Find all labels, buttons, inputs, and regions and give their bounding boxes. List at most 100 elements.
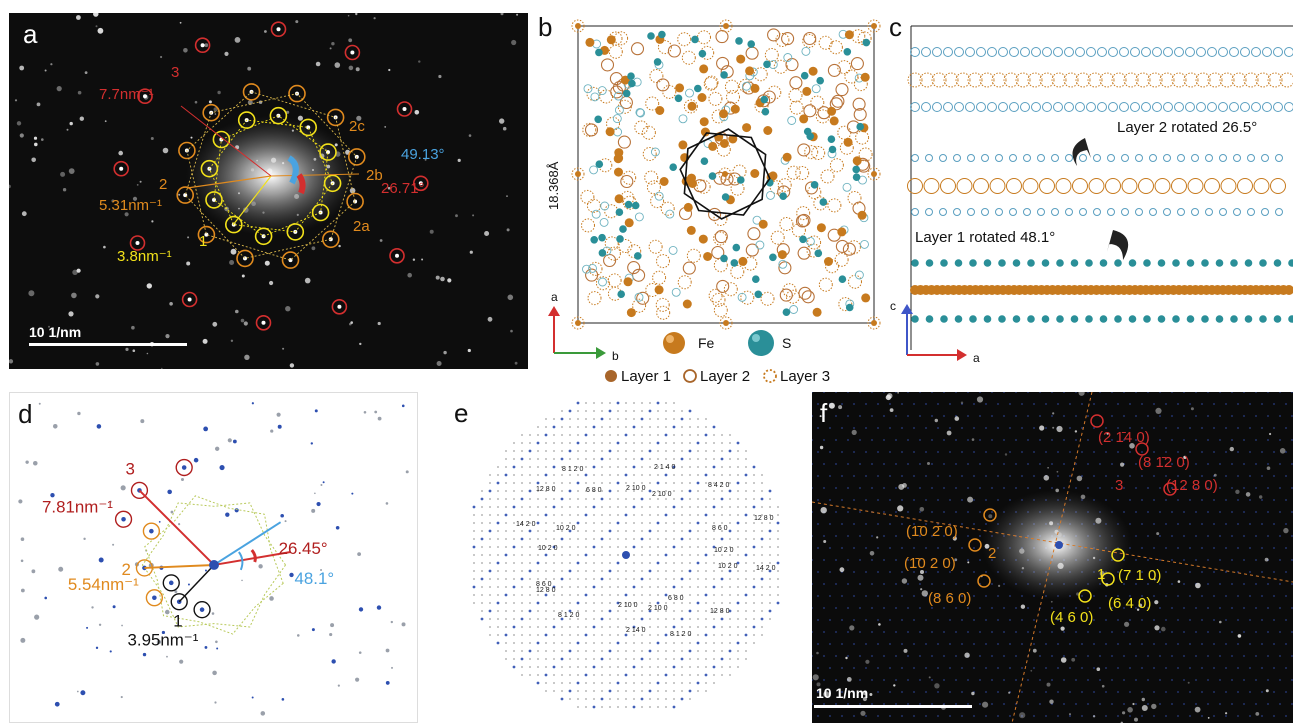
lattice-point <box>680 617 684 621</box>
lattice-point <box>728 489 732 493</box>
axis-b-arrowhead <box>596 347 606 359</box>
simulated-spot <box>376 605 382 610</box>
sulfur-outline <box>650 147 660 157</box>
diffraction-spot <box>187 297 192 302</box>
sulfur-outline <box>654 191 664 201</box>
lattice-point <box>1069 427 1071 429</box>
fe-atom-layer2 <box>1204 178 1220 194</box>
diffraction-spot <box>1101 684 1105 688</box>
central-spot <box>622 551 630 559</box>
lattice-point <box>949 547 951 549</box>
simulated-spot <box>405 470 409 474</box>
lattice-point <box>1267 607 1269 609</box>
diffraction-spot <box>243 321 248 326</box>
lattice-point <box>1243 415 1245 417</box>
lattice-point <box>1183 607 1185 609</box>
corner-atom <box>723 320 729 326</box>
lattice-point <box>761 546 763 548</box>
layer3-atom <box>711 292 726 307</box>
lattice-point <box>1189 403 1191 405</box>
lattice-point <box>640 537 644 541</box>
layer2-atom <box>852 97 866 111</box>
lattice-point <box>537 634 539 636</box>
lattice-point <box>979 487 981 489</box>
lattice-point <box>1285 715 1287 717</box>
s-atom-layer1 <box>998 259 1006 267</box>
lattice-point <box>529 602 531 604</box>
simulated-spot <box>203 426 209 432</box>
lattice-point <box>1165 715 1167 717</box>
lattice-point <box>1081 643 1083 645</box>
lattice-point <box>925 403 927 405</box>
lattice-point <box>568 609 572 613</box>
lattice-point <box>901 547 903 549</box>
lattice-point <box>1267 487 1269 489</box>
lattice-point <box>569 586 571 588</box>
lattice-point <box>901 451 903 453</box>
simulated-spot <box>215 640 218 644</box>
lattice-point <box>1189 547 1191 549</box>
lattice-point <box>877 619 879 621</box>
simulated-spot <box>140 419 145 424</box>
lattice-point <box>1141 667 1143 669</box>
lattice-point <box>913 619 915 621</box>
diffraction-spot <box>395 253 399 258</box>
ring2-label: 2 <box>159 176 167 193</box>
lattice-point <box>1159 703 1161 705</box>
lattice-point <box>1249 523 1251 525</box>
lattice-point <box>889 427 891 429</box>
lattice-point <box>553 514 555 516</box>
lattice-point <box>955 583 957 585</box>
lattice-point <box>1009 667 1011 669</box>
lattice-point <box>1183 535 1185 537</box>
lattice-point <box>889 475 891 477</box>
lattice-point <box>552 545 556 549</box>
diffraction-spot <box>484 231 490 236</box>
ring3-vector <box>138 489 215 566</box>
diffraction-spot <box>68 311 74 317</box>
lattice-point <box>641 666 643 668</box>
simulated-spot <box>320 484 323 487</box>
layer2-atom <box>779 288 793 302</box>
fe-atom-layer2 <box>1187 178 1204 194</box>
lattice-point <box>1243 463 1245 465</box>
lattice-point <box>883 655 885 657</box>
lattice-point <box>931 535 933 537</box>
lattice-point <box>1231 559 1233 561</box>
lattice-point <box>617 698 619 700</box>
lattice-point <box>1207 583 1209 585</box>
lattice-point <box>817 571 819 573</box>
lattice-point <box>1291 679 1293 681</box>
lattice-point <box>713 450 715 452</box>
lattice-point <box>665 690 667 692</box>
lattice-point <box>489 602 491 604</box>
diffraction-spot <box>960 401 964 404</box>
lattice-point <box>585 538 587 540</box>
diffraction-spot <box>516 13 519 16</box>
lattice-point <box>585 570 587 572</box>
lattice-point <box>505 602 507 604</box>
lattice-point <box>609 674 611 676</box>
lattice-point <box>736 521 740 525</box>
simulated-spot <box>314 409 318 413</box>
lattice-point <box>1159 607 1161 609</box>
lattice-point <box>545 618 547 620</box>
lattice-point <box>577 570 579 572</box>
diffraction-spot <box>131 325 135 330</box>
s-atom-layer1 <box>911 259 919 267</box>
diffraction-spot <box>1030 669 1033 672</box>
lattice-point <box>889 451 891 453</box>
lattice-point <box>817 427 819 429</box>
lattice-point <box>1279 583 1281 585</box>
diffraction-spot <box>934 418 938 423</box>
lattice-point <box>1201 475 1203 477</box>
lattice-point <box>1231 392 1233 393</box>
lattice-point <box>1279 511 1281 513</box>
fe-atom-layer2 <box>1220 178 1237 194</box>
lattice-point <box>729 618 731 620</box>
fe-atom <box>654 285 664 295</box>
lattice-point <box>593 402 595 404</box>
miller-index: 8 1 2 0 <box>558 612 580 619</box>
layer2-atom <box>682 261 696 275</box>
lattice-point <box>943 679 945 681</box>
